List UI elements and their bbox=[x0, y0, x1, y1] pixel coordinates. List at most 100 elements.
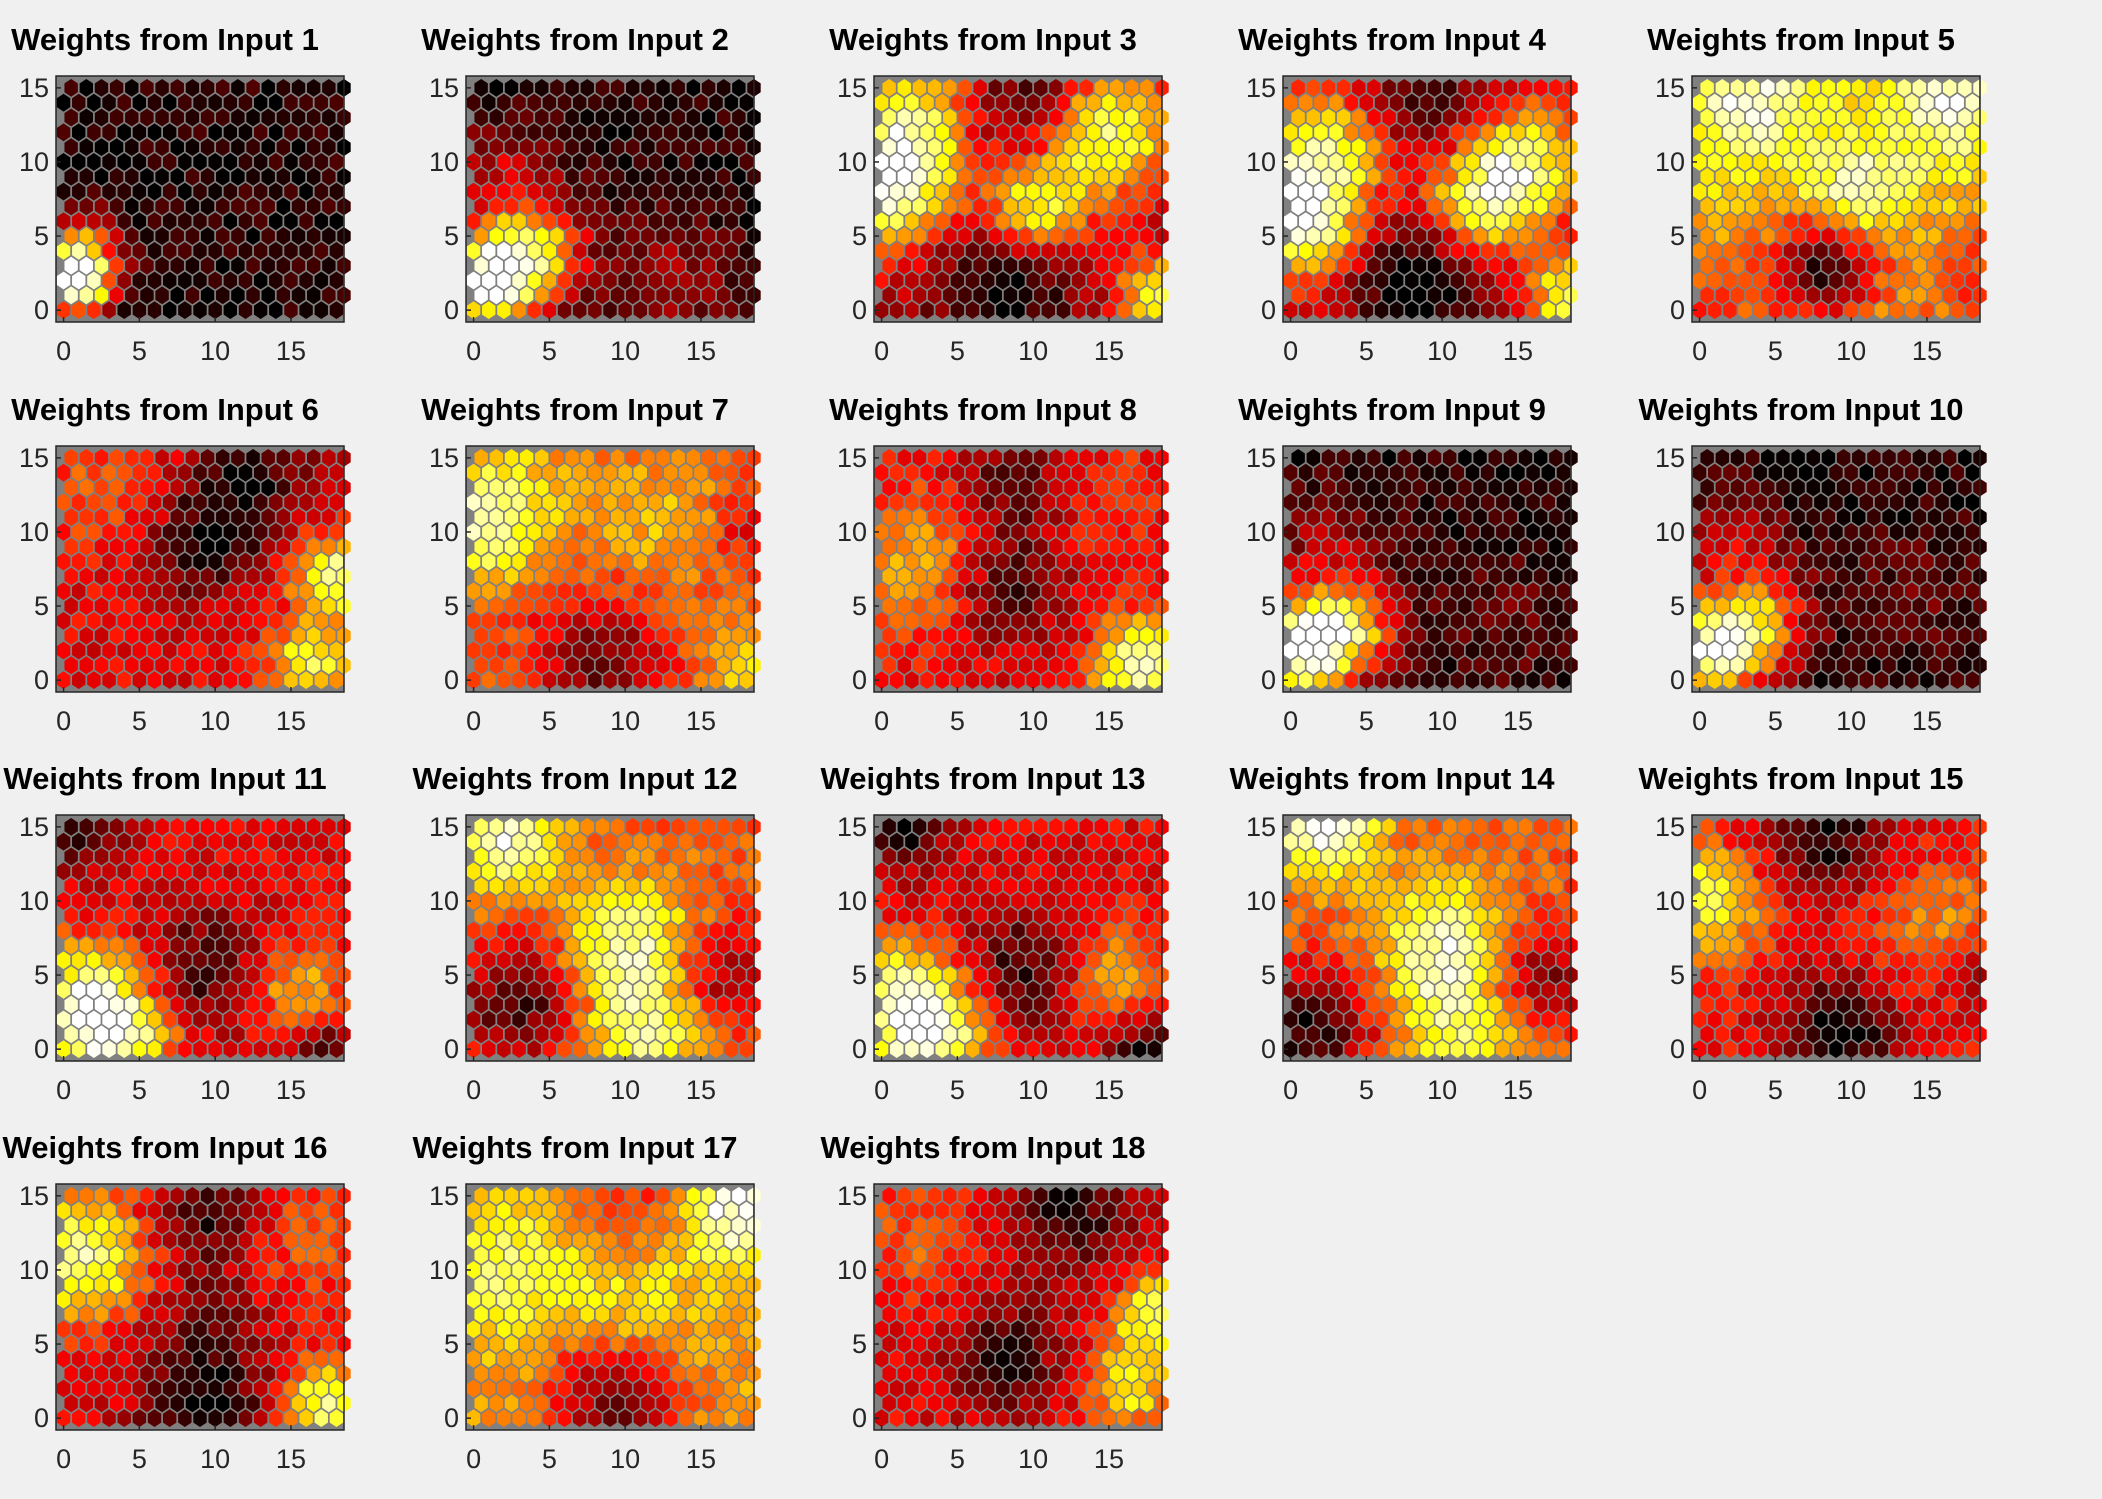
hex-cell bbox=[716, 1025, 731, 1044]
hex-cell bbox=[1920, 123, 1934, 142]
hex-cell bbox=[1511, 951, 1525, 970]
hex-cell bbox=[1147, 463, 1162, 482]
hex-cell bbox=[1359, 212, 1374, 231]
hex-cell bbox=[1344, 921, 1358, 940]
hex-cell bbox=[1314, 832, 1328, 851]
hex-cell bbox=[1329, 1040, 1343, 1059]
hex-cell bbox=[1836, 817, 1851, 836]
hex-cell bbox=[125, 537, 139, 556]
panel-title: Weights from Input 1 bbox=[11, 22, 319, 57]
hex-cell bbox=[641, 597, 655, 615]
hex-cell bbox=[1503, 286, 1518, 305]
hex-cell bbox=[1458, 877, 1472, 896]
hex-cell bbox=[1299, 123, 1313, 142]
hex-cell bbox=[64, 817, 78, 836]
hex-cell bbox=[1465, 523, 1480, 541]
hex-cell bbox=[329, 671, 344, 690]
hex-cell bbox=[1821, 597, 1836, 615]
hex-cell bbox=[329, 153, 344, 171]
hex-cell bbox=[1056, 921, 1071, 940]
hex-cell bbox=[512, 493, 526, 512]
hex-cell bbox=[882, 78, 896, 97]
hex-cell bbox=[1836, 877, 1851, 896]
hex-cell bbox=[299, 1409, 313, 1428]
hex-cell bbox=[261, 227, 275, 245]
hex-cell bbox=[147, 463, 162, 482]
hex-cell bbox=[253, 1010, 268, 1029]
hex-cell bbox=[679, 301, 693, 320]
hex-cell bbox=[1117, 671, 1131, 690]
hex-cell bbox=[679, 1010, 693, 1029]
hex-cell bbox=[648, 921, 663, 940]
hex-cell bbox=[1458, 597, 1472, 615]
hex-cell bbox=[663, 271, 678, 290]
hex-cell bbox=[686, 656, 701, 675]
hex-cell bbox=[178, 212, 192, 231]
hex-cell bbox=[291, 448, 306, 467]
hex-cell bbox=[572, 523, 587, 541]
hex-cell bbox=[489, 537, 504, 556]
hex-cell bbox=[572, 951, 587, 970]
hex-cell bbox=[1874, 671, 1889, 690]
hex-cell bbox=[980, 1010, 995, 1029]
hex-cell bbox=[512, 862, 526, 881]
hex-cell bbox=[1965, 921, 1980, 940]
hex-cell bbox=[1359, 832, 1374, 851]
hex-cell bbox=[1496, 463, 1510, 482]
hex-cell bbox=[874, 832, 889, 851]
hex-cell bbox=[1488, 138, 1502, 157]
hex-cell bbox=[950, 301, 965, 320]
hex-cell bbox=[996, 862, 1010, 881]
hex-cell bbox=[322, 138, 336, 157]
hex-cell bbox=[542, 611, 557, 630]
hex-cell bbox=[1556, 241, 1571, 260]
hex-cell bbox=[943, 597, 957, 615]
axes-frame bbox=[873, 445, 1163, 693]
hex-cell bbox=[950, 123, 965, 142]
hex-cell bbox=[1723, 271, 1737, 290]
hex-cell bbox=[656, 197, 670, 216]
hex-cell bbox=[223, 1409, 238, 1428]
hex-cell bbox=[1905, 951, 1919, 970]
hex-cell bbox=[87, 671, 101, 690]
hex-cell bbox=[988, 656, 1002, 675]
hex-cell bbox=[1874, 241, 1889, 260]
hex-cell bbox=[1405, 892, 1419, 910]
hex-cell bbox=[1367, 197, 1381, 216]
hex-cell bbox=[527, 552, 541, 571]
hex-cell bbox=[1518, 626, 1533, 645]
hex-cell bbox=[572, 892, 587, 910]
hex-cell bbox=[474, 1025, 488, 1044]
hex-cell bbox=[595, 656, 610, 675]
hex-cell bbox=[1761, 227, 1775, 245]
hex-cell bbox=[497, 182, 511, 201]
hex-cell bbox=[1935, 523, 1949, 541]
hex-cell bbox=[1049, 995, 1063, 1014]
hex-cell bbox=[1435, 123, 1449, 142]
hex-cell bbox=[1041, 301, 1056, 320]
hex-cell bbox=[1443, 877, 1457, 896]
hex-cell bbox=[535, 966, 549, 984]
hex-cell bbox=[1912, 966, 1927, 984]
hex-cell bbox=[1730, 227, 1745, 245]
hex-cell bbox=[178, 123, 192, 142]
hex-cell bbox=[1533, 508, 1548, 527]
hex-cell bbox=[1102, 123, 1116, 142]
hex-cell bbox=[618, 1010, 632, 1029]
hex-cell bbox=[1511, 980, 1525, 999]
hex-cell bbox=[580, 626, 594, 645]
hex-cell bbox=[1018, 877, 1033, 896]
hex-cell bbox=[1783, 552, 1798, 571]
hex-cell bbox=[686, 108, 701, 127]
hex-cell bbox=[246, 286, 260, 305]
hex-cell bbox=[686, 906, 701, 925]
hex-cell bbox=[988, 567, 1002, 586]
hex-cell bbox=[595, 256, 610, 275]
hex-cell bbox=[550, 138, 564, 157]
hex-cell bbox=[1374, 523, 1389, 541]
hex-cell bbox=[1783, 832, 1798, 851]
hex-cell bbox=[1905, 241, 1919, 260]
hex-cell bbox=[1109, 286, 1124, 305]
hex-cell bbox=[72, 523, 86, 541]
